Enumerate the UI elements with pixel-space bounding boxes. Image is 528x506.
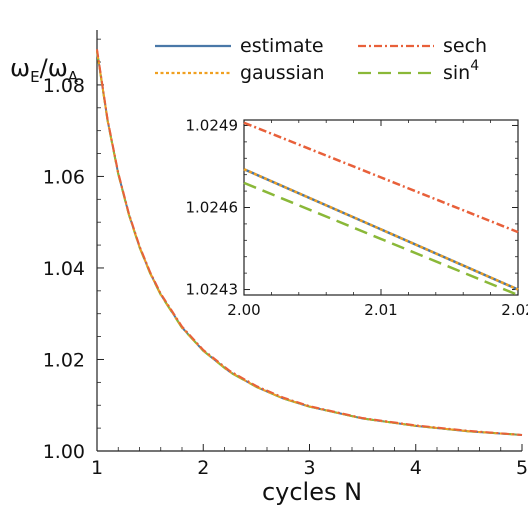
main-series-line-sech xyxy=(96,49,523,436)
legend-label-sin4: sin4 xyxy=(443,58,479,84)
inset-series-line-sech xyxy=(243,121,519,234)
inset-x-tick-label: 2.00 xyxy=(227,301,260,319)
main-x-tick-label: 5 xyxy=(516,457,528,479)
legend-label-estimate: estimate xyxy=(240,35,324,57)
main-x-tick-label: 3 xyxy=(303,457,315,479)
inset-series-line-sin4 xyxy=(243,181,519,297)
main-y-tick-label: 1.06 xyxy=(43,166,85,188)
main-y-tick-label: 1.08 xyxy=(43,75,85,97)
inset-y-tick-label: 1.0249 xyxy=(186,116,239,134)
main-y-tick-label: 1.04 xyxy=(43,258,85,280)
main-y-tick-label: 1.00 xyxy=(43,441,85,463)
main-x-tick-label: 2 xyxy=(197,457,209,479)
inset-chart: 2.00 2.01 2.02 1.0243 1.0246 1.0249 xyxy=(186,116,528,319)
inset-series-line-gaussian xyxy=(243,168,519,291)
main-x-tick-label: 1 xyxy=(91,457,103,479)
y-axis-title: ωE/ωA xyxy=(10,54,79,86)
inset-y-tick-label: 1.0246 xyxy=(186,199,239,217)
inset-x-tick-label: 2.01 xyxy=(364,301,397,319)
legend-label-sech: sech xyxy=(443,35,487,57)
inset-y-tick-label: 1.0243 xyxy=(186,281,239,299)
main-axis-ticks: 1 2 3 4 5 1.00 1.02 1.04 1.06 1.08 xyxy=(43,38,528,479)
inset-background xyxy=(244,120,518,295)
main-x-tick-label: 4 xyxy=(410,457,422,479)
x-axis-title: cycles N xyxy=(262,478,362,506)
inset-plot-lines xyxy=(243,121,519,297)
inset-x-tick-label: 2.02 xyxy=(501,301,528,319)
main-plot-lines xyxy=(96,49,523,436)
main-y-tick-label: 1.02 xyxy=(43,349,85,371)
legend-label-gaussian: gaussian xyxy=(240,62,325,84)
inset-axis-ticks: 2.00 2.01 2.02 1.0243 1.0246 1.0249 xyxy=(186,116,528,319)
